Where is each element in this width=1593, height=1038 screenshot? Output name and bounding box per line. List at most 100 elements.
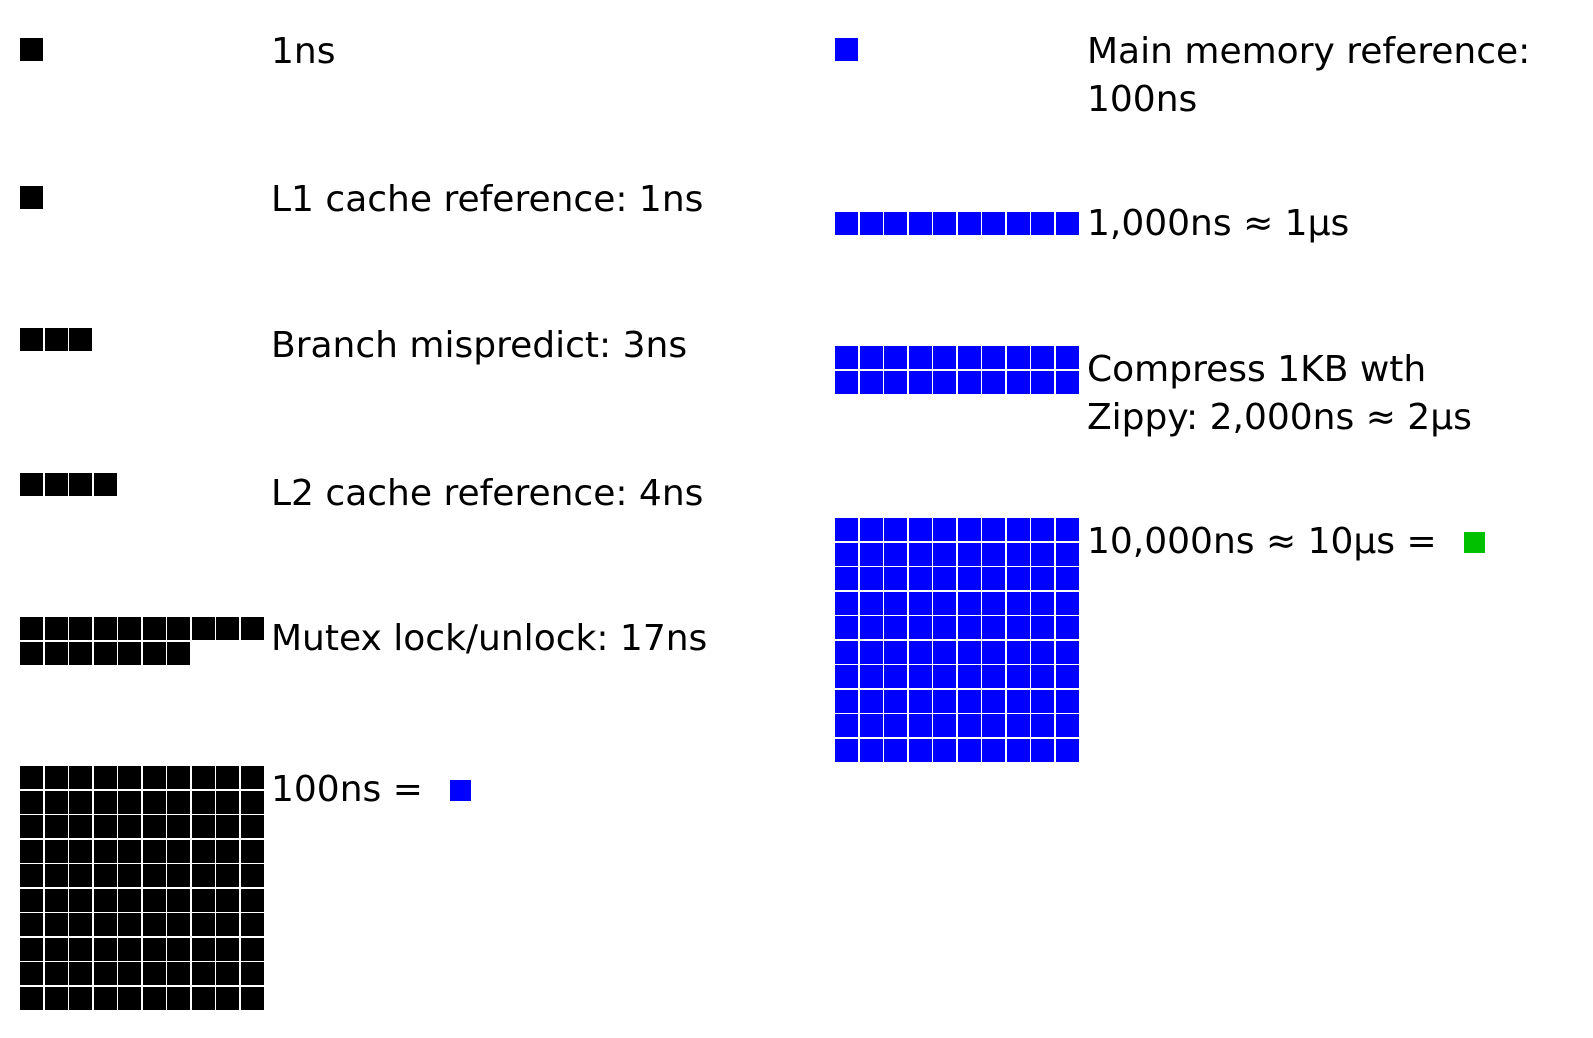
block-unit	[118, 937, 141, 961]
block-unit	[982, 738, 1005, 762]
block-unit	[1055, 689, 1079, 713]
block-unit	[1006, 542, 1030, 566]
block-unit	[44, 815, 68, 838]
block-unit	[191, 617, 215, 640]
block-unit	[908, 714, 932, 737]
block-unit	[69, 766, 92, 789]
block-unit	[118, 641, 141, 665]
row-label: 1,000ns ≈ 1μs	[1087, 200, 1349, 248]
block-unit	[240, 986, 264, 1010]
block-unit	[1031, 714, 1054, 737]
block-unit	[933, 542, 956, 566]
block-unit	[191, 766, 215, 789]
block-unit	[982, 346, 1005, 369]
block-unit	[118, 766, 141, 789]
block-unit	[1055, 370, 1079, 394]
block-unit	[216, 913, 239, 936]
block-unit	[835, 640, 858, 664]
block-unit	[44, 473, 68, 496]
block-unit	[1031, 542, 1054, 566]
block-unit	[142, 815, 166, 838]
block-unit	[933, 518, 956, 541]
block-unit	[142, 937, 166, 961]
block-unit	[167, 617, 190, 640]
block-unit	[933, 640, 956, 664]
block-unit	[167, 815, 190, 838]
block-unit	[142, 790, 166, 814]
block-unit	[44, 641, 68, 665]
block-unit	[908, 591, 932, 615]
block-unit	[216, 815, 239, 838]
block-unit	[191, 913, 215, 936]
block-unit	[982, 689, 1005, 713]
block-unit	[884, 640, 907, 664]
block-unit	[1055, 640, 1079, 664]
block-unit	[93, 790, 117, 814]
block-unit	[191, 986, 215, 1010]
block-unit	[1055, 616, 1079, 639]
block-unit	[93, 839, 117, 863]
block-unit	[1006, 689, 1030, 713]
block-unit	[859, 518, 883, 541]
block-unit	[908, 542, 932, 566]
block-unit	[908, 567, 932, 590]
block-unit	[191, 864, 215, 887]
block-unit	[167, 790, 190, 814]
block-unit	[957, 689, 981, 713]
block-unit	[20, 937, 43, 961]
block-unit	[93, 913, 117, 936]
block-unit	[933, 616, 956, 639]
block-unit	[142, 962, 166, 985]
block-unit	[835, 346, 858, 369]
block-unit	[908, 518, 932, 541]
block-unit	[240, 790, 264, 814]
block-unit	[859, 738, 883, 762]
block-unit	[167, 766, 190, 789]
block-unit	[44, 328, 68, 351]
block-unit	[20, 815, 43, 838]
block-unit	[167, 962, 190, 985]
block-unit	[20, 186, 43, 209]
block-unit	[835, 212, 858, 235]
block-unit	[44, 888, 68, 912]
blue-square-icon	[450, 780, 472, 801]
block-unit	[93, 815, 117, 838]
block-unit	[1031, 346, 1054, 369]
block-unit	[1006, 212, 1030, 235]
block-unit	[167, 864, 190, 887]
row-label-text: 10,000ns ≈ 10μs =	[1087, 521, 1449, 562]
block-unit	[835, 542, 858, 566]
block-unit	[240, 815, 264, 838]
block-unit	[167, 641, 190, 665]
row-label-line: 100ns	[1087, 79, 1198, 120]
block-unit	[1006, 665, 1030, 688]
block-unit	[884, 591, 907, 615]
row-label: Main memory reference: 100ns	[1087, 28, 1530, 124]
block-unit	[216, 790, 239, 814]
block-unit	[957, 738, 981, 762]
row-label: Compress 1KB wth Zippy: 2,000ns ≈ 2μs	[1087, 346, 1472, 442]
block-unit	[240, 913, 264, 936]
block-unit	[908, 616, 932, 639]
block-unit	[835, 689, 858, 713]
block-unit	[118, 913, 141, 936]
block-unit	[216, 937, 239, 961]
block-unit	[216, 888, 239, 912]
block-unit	[1031, 591, 1054, 615]
block-unit	[957, 616, 981, 639]
row-label-text: 100ns =	[271, 769, 435, 810]
block-unit	[69, 937, 92, 961]
block-unit	[240, 864, 264, 887]
block-unit	[93, 888, 117, 912]
block-unit	[957, 591, 981, 615]
block-unit	[908, 212, 932, 235]
block-unit	[908, 640, 932, 664]
block-unit	[835, 518, 858, 541]
block-unit	[216, 839, 239, 863]
block-unit	[1006, 714, 1030, 737]
block-unit	[884, 346, 907, 369]
block-unit	[982, 518, 1005, 541]
row-label: 100ns =	[271, 766, 472, 814]
block-unit	[20, 986, 43, 1010]
row-label-line: 1,000ns ≈ 1μs	[1087, 203, 1350, 244]
